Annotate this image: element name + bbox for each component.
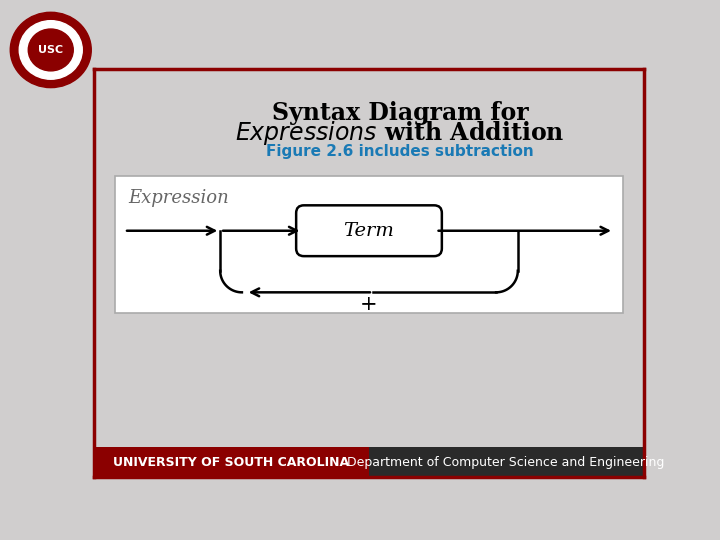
Text: Syntax Diagram for: Syntax Diagram for: [271, 100, 528, 125]
Text: +: +: [360, 295, 378, 314]
Bar: [369, 448, 644, 477]
Bar: [94, 448, 369, 477]
Circle shape: [28, 29, 73, 71]
FancyBboxPatch shape: [296, 205, 442, 256]
Text: Term: Term: [343, 222, 395, 240]
Text: UNIVERSITY OF SOUTH CAROLINA: UNIVERSITY OF SOUTH CAROLINA: [113, 456, 349, 469]
Text: Expression: Expression: [129, 189, 230, 207]
Circle shape: [19, 21, 82, 79]
Text: $\it{Expressions}$ with Addition: $\it{Expressions}$ with Addition: [235, 119, 564, 146]
Text: Department of Computer Science and Engineering: Department of Computer Science and Engin…: [348, 456, 665, 469]
FancyBboxPatch shape: [114, 177, 624, 313]
Text: Figure 2.6 includes subtraction: Figure 2.6 includes subtraction: [266, 144, 534, 159]
Text: USC: USC: [38, 45, 63, 55]
Circle shape: [10, 12, 91, 87]
